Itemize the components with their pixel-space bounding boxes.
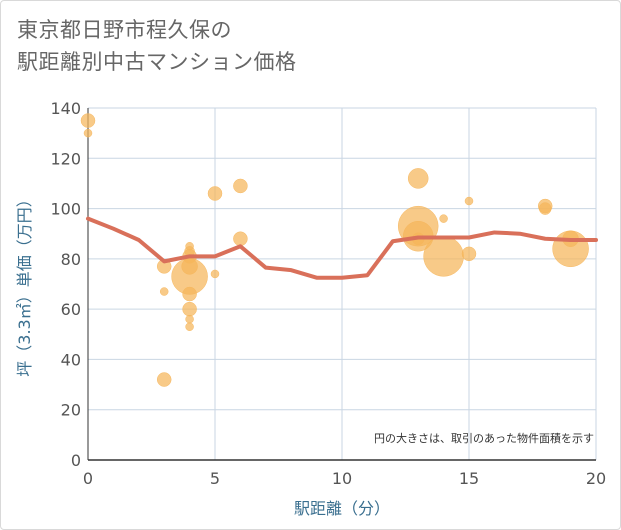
chart-title: 東京都日野市程久保の 駅距離別中古マンション価格 <box>17 14 297 78</box>
trend-series <box>86 216 598 280</box>
y-axis-label: 坪（3.3㎡）単価（万円） <box>15 191 34 376</box>
x-tick-label: 5 <box>210 469 220 488</box>
bubble <box>552 230 589 268</box>
bubble-series <box>80 113 589 387</box>
x-tick-label: 20 <box>586 469 606 488</box>
y-tick-label: 140 <box>50 99 81 118</box>
title-line-1: 東京都日野市程久保の <box>17 18 232 42</box>
y-tick-label: 60 <box>61 300 81 319</box>
bubble <box>461 246 477 262</box>
average-price-line <box>86 216 598 280</box>
bubble <box>210 269 220 279</box>
bubble <box>439 214 448 223</box>
y-tick-label: 120 <box>50 149 81 168</box>
bubble <box>407 168 429 189</box>
bubble <box>207 186 223 201</box>
x-tick-label: 10 <box>332 469 352 488</box>
bubble <box>233 178 248 194</box>
bubble <box>185 322 194 331</box>
x-axis-label: 駅距離（分） <box>294 499 390 518</box>
bubble <box>156 372 172 387</box>
title-line-2: 駅距離別中古マンション価格 <box>17 50 297 74</box>
x-tick-label: 0 <box>83 469 93 488</box>
bubble <box>185 314 194 324</box>
bubble <box>233 231 248 246</box>
y-tick-label: 40 <box>61 350 81 369</box>
y-tick-label: 100 <box>50 200 81 219</box>
bubble <box>182 286 197 302</box>
bubble <box>182 301 197 317</box>
size-note: 円の大きさは、取引のあった物件面積を示す <box>374 431 594 445</box>
bubble <box>464 196 474 206</box>
bubble <box>423 236 464 277</box>
y-tick-label: 80 <box>61 250 81 269</box>
bubble <box>83 128 93 138</box>
bubble <box>80 113 96 128</box>
x-tick-label: 15 <box>459 469 479 488</box>
grid-lines <box>87 107 597 461</box>
y-tick-label: 20 <box>61 401 81 420</box>
bubble <box>538 202 552 215</box>
tick-labels: 0 20 40 60 80 100 120 140 0 5 10 15 20 <box>50 99 606 488</box>
y-tick-label: 0 <box>71 451 81 470</box>
bubble <box>159 287 169 296</box>
